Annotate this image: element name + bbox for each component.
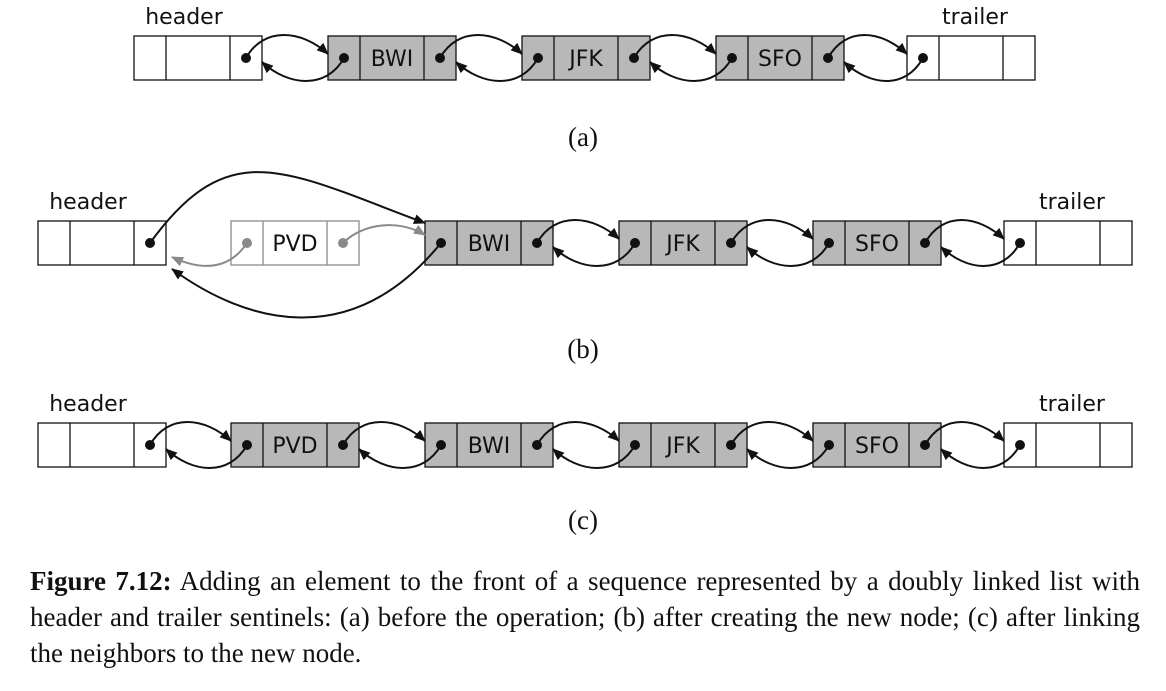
node-jfk-label: JFK xyxy=(567,47,603,72)
link-1-3-next-arrow xyxy=(924,219,1005,244)
node-jfk: JFK xyxy=(521,35,651,81)
link-2-0-prev-arrow xyxy=(165,444,248,469)
caption-title: Figure 7.12: xyxy=(30,566,172,596)
node-jfk-label: JFK xyxy=(664,232,700,257)
trailer-sentinel xyxy=(1003,422,1133,468)
header-sentinel-box xyxy=(37,422,167,468)
trailer-sentinel-box xyxy=(1003,422,1133,468)
trailer-sentinel-box xyxy=(1003,220,1133,266)
node-jfk: JFK xyxy=(618,220,748,266)
node-sfo-box xyxy=(812,220,942,266)
figure-caption: Figure 7.12: Adding an element to the fr… xyxy=(30,563,1140,671)
pending-node-pvd-box xyxy=(230,220,360,266)
header-sentinel xyxy=(37,422,167,468)
trailer-sentinel xyxy=(1003,220,1133,266)
panel-label: (b) xyxy=(567,334,598,364)
link-2-0-next-arrow xyxy=(149,421,232,446)
header-label: header xyxy=(49,392,127,417)
link-2-2-prev-arrow xyxy=(552,444,636,469)
link-2-1-prev-arrow xyxy=(358,444,442,469)
link-1-3-prev-arrow xyxy=(940,242,1021,267)
link-2-1-next-arrow xyxy=(342,421,426,446)
node-sfo-label: SFO xyxy=(855,434,899,459)
node-bwi-box xyxy=(327,35,457,81)
trailer-label: trailer xyxy=(1039,392,1106,417)
header-label: header xyxy=(49,190,127,215)
node-jfk-label: JFK xyxy=(664,434,700,459)
node-jfk-box xyxy=(618,422,748,468)
node-jfk-box xyxy=(618,220,748,266)
node-sfo-box xyxy=(715,35,845,81)
node-jfk-box xyxy=(521,35,651,81)
caption-text: Adding an element to the front of a sequ… xyxy=(30,566,1140,668)
link-2-3-prev-arrow xyxy=(746,444,830,469)
link-0-3-next-arrow xyxy=(827,34,908,59)
link-1-1-next-arrow xyxy=(536,219,620,244)
node-bwi-box xyxy=(424,220,554,266)
link-0-2-next-arrow xyxy=(633,34,717,59)
node-bwi: BWI xyxy=(327,35,457,81)
pvd-to-bwi-arrow xyxy=(342,224,426,244)
pending-node-pvd-label: PVD xyxy=(272,232,317,257)
node-bwi: BWI xyxy=(424,220,554,266)
link-2-3-next-arrow xyxy=(730,421,814,446)
bwi-to-header-arrow xyxy=(171,242,442,319)
link-0-1-prev-arrow xyxy=(455,57,539,82)
node-pvd: PVD xyxy=(230,422,360,468)
node-pvd-label: PVD xyxy=(272,434,317,459)
header-to-bwi-arrow xyxy=(149,171,426,244)
link-1-1-prev-arrow xyxy=(552,242,636,267)
header-sentinel-box xyxy=(133,35,263,81)
header-sentinel xyxy=(37,220,167,266)
link-0-0-next-arrow xyxy=(245,34,329,59)
panel-b: header trailer BWI JFK SFO PVD (b) xyxy=(37,171,1133,364)
node-sfo-label: SFO xyxy=(855,232,899,257)
link-2-2-next-arrow xyxy=(536,421,620,446)
panel-label: (a) xyxy=(568,122,598,152)
node-bwi: BWI xyxy=(424,422,554,468)
header-sentinel xyxy=(133,35,263,81)
node-sfo: SFO xyxy=(812,220,942,266)
link-0-2-prev-arrow xyxy=(649,57,733,82)
header-label: header xyxy=(145,5,223,30)
node-bwi-label: BWI xyxy=(468,434,511,459)
link-1-2-next-arrow xyxy=(730,219,814,244)
link-0-3-prev-arrow xyxy=(843,57,924,82)
node-jfk: JFK xyxy=(618,422,748,468)
link-1-2-prev-arrow xyxy=(746,242,830,267)
header-sentinel-box xyxy=(37,220,167,266)
panel-label: (c) xyxy=(568,505,598,535)
panel-a: header trailer BWI JFK SFO (a) xyxy=(133,5,1036,152)
node-sfo-label: SFO xyxy=(758,47,802,72)
link-0-1-next-arrow xyxy=(439,34,523,59)
link-2-4-prev-arrow xyxy=(940,444,1021,469)
node-pvd-box xyxy=(230,422,360,468)
pvd-to-header-arrow xyxy=(171,242,248,267)
trailer-sentinel xyxy=(906,35,1036,81)
node-bwi-label: BWI xyxy=(371,47,414,72)
panel-c: header trailer PVD BWI JFK SFO (c) xyxy=(37,392,1133,535)
trailer-sentinel-box xyxy=(906,35,1036,81)
link-0-0-prev-arrow xyxy=(261,57,345,82)
trailer-label: trailer xyxy=(942,5,1009,30)
node-sfo: SFO xyxy=(715,35,845,81)
node-sfo: SFO xyxy=(812,422,942,468)
trailer-label: trailer xyxy=(1039,190,1106,215)
node-bwi-box xyxy=(424,422,554,468)
node-bwi-label: BWI xyxy=(468,232,511,257)
node-sfo-box xyxy=(812,422,942,468)
pending-node-pvd: PVD xyxy=(230,220,360,266)
link-2-4-next-arrow xyxy=(924,421,1005,446)
